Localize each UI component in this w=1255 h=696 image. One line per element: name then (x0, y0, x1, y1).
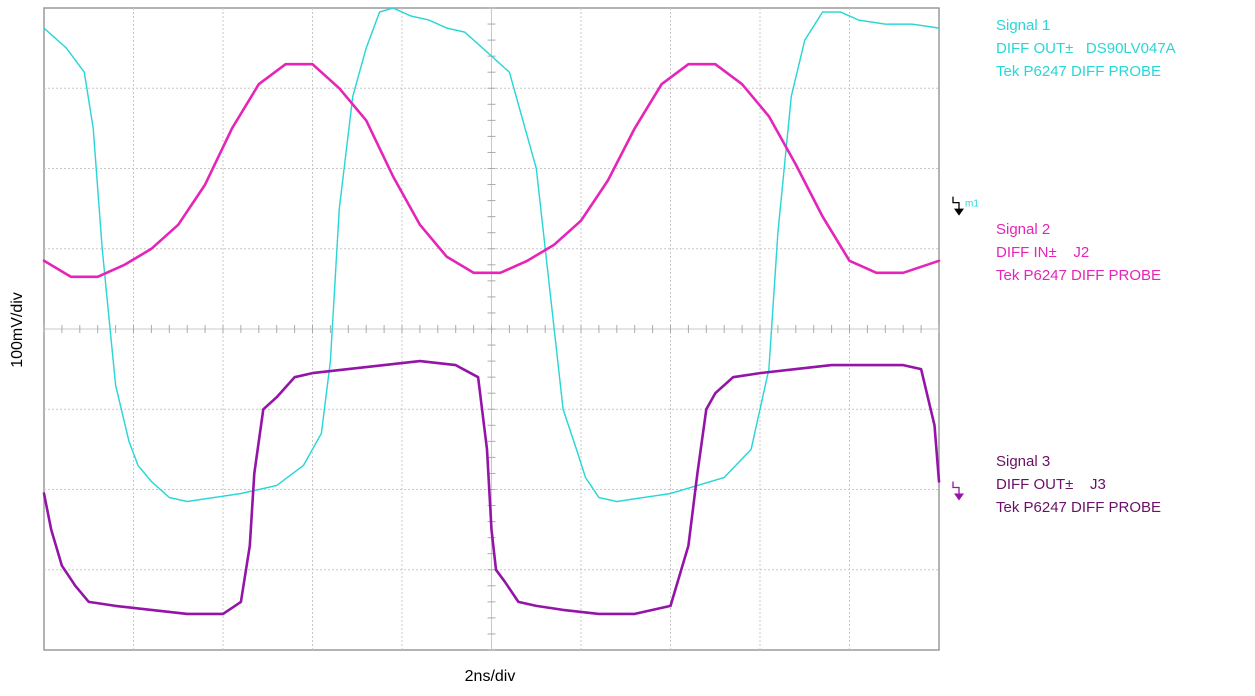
graticule (43, 7, 940, 651)
series-signal-2-line (42, 62, 941, 279)
legend-signal-1-desc: DIFF OUT± DS90LV047A (996, 40, 1176, 57)
x-axis-label: 2ns/div (464, 668, 516, 685)
legend-signal-2-desc: DIFF IN± J2 (996, 244, 1090, 261)
legend-signal-2-name: Signal 2 (996, 221, 1051, 238)
y-axis-label: 100mV/div (9, 292, 26, 368)
legend-signal-1: Signal 1 DIFF OUT± DS90LV047A Tek P6247 … (996, 14, 1176, 83)
marker-arrow-head (954, 208, 964, 216)
legend-signal-3: Signal 3 DIFF OUT± J3 Tek P6247 DIFF PRO… (996, 450, 1161, 519)
legend-signal-2-probe: Tek P6247 DIFF PROBE (996, 267, 1162, 284)
marker-arrow-stem (952, 481, 960, 495)
legend-signal-1-probe: Tek P6247 DIFF PROBE (996, 63, 1162, 80)
channel-markers: m1 (952, 196, 979, 501)
marker-label: m1 (965, 199, 979, 210)
marker-arrow-stem (952, 196, 960, 210)
traces (42, 7, 941, 616)
legend-signal-3-probe: Tek P6247 DIFF PROBE (996, 499, 1162, 516)
legend-signal-2: Signal 2 DIFF IN± J2 Tek P6247 DIFF PROB… (996, 218, 1161, 287)
marker-arrow-head (954, 493, 964, 501)
series-signal-1-line (43, 7, 940, 503)
legend-signal-3-desc: DIFF OUT± J3 (996, 476, 1106, 493)
legend-signal-1-name: Signal 1 (996, 17, 1051, 34)
legend-signal-3-name: Signal 3 (996, 453, 1051, 470)
series-signal-3-line (42, 359, 941, 616)
